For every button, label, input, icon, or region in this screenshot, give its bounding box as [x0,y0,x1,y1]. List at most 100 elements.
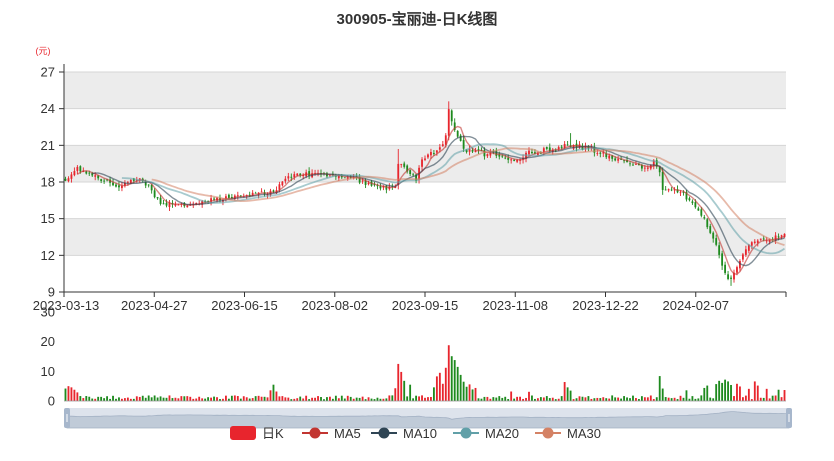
y-axis-unit: (元) [36,46,51,56]
volume-bar [394,388,397,401]
volume-bar [364,399,367,401]
candle [667,188,670,193]
volume-bar [569,390,572,401]
volume-bar [73,389,76,401]
volume-bar [444,367,447,401]
volume-bar [406,396,409,401]
volume-bar [272,384,275,401]
volume-bar [736,383,738,401]
volume-bar [329,396,331,401]
volume-bar [349,396,352,401]
volume-bar [126,397,129,401]
candle [741,252,744,263]
volume-bar [462,381,465,401]
volume-bar [251,398,254,401]
volume-bar [501,397,504,401]
volume-bar [156,397,159,401]
legend-item[interactable]: MA5 [302,426,361,441]
legend-item[interactable]: MA10 [371,426,437,441]
axes: 9 12 15 18 21 24 27 2023-03-13 2023-04-27 2023-06… [33,64,787,409]
volume-bar [733,396,735,401]
candle [578,141,581,149]
chart-legend[interactable]: 日K MA5 MA10 MA20 MA30 [230,426,601,441]
candle [664,186,667,191]
candle [430,148,432,159]
volume-bar [483,396,486,401]
volume-bar [510,391,513,401]
candle [162,199,165,205]
volume-bar [688,398,691,401]
legend-swatch-dot [309,427,321,439]
candle [97,175,100,181]
volume-bar [652,399,655,401]
volume-bar [718,380,721,401]
volume-bar [85,396,88,401]
volume-bar [531,395,533,401]
volume-bar [263,396,266,401]
candle [70,172,73,183]
y-tick-label: 24 [41,101,55,116]
volume-bar [563,382,566,401]
zoom-slider[interactable] [64,408,792,429]
volume-bar [115,398,117,401]
volume-bar [620,398,623,401]
x-tick-label: 2024-02-07 [663,298,730,313]
volume-bar [492,397,495,401]
legend-item[interactable]: 日K [230,426,284,441]
slider-handle-left[interactable] [64,408,70,428]
volume-bar [207,397,210,401]
candle [697,206,700,211]
volume-bar [632,395,634,401]
volume-bar [284,397,287,401]
legend-item[interactable]: MA20 [453,426,519,441]
volume-bar [132,398,135,401]
volume-bar [91,398,94,401]
volume-bar [640,396,643,401]
volume-bar [403,380,406,401]
candle [409,169,412,177]
volume-bar [762,397,765,401]
volume-bar [522,398,524,401]
volume-bar [121,398,123,401]
volume-bar [495,397,498,401]
volume-tick-label: 20 [41,334,55,349]
volume-bar [287,397,290,401]
volume-bar [174,397,177,401]
volume-bar [299,396,302,401]
candle [103,178,106,184]
volume-bar [430,396,432,401]
candle [676,185,679,194]
volume-bar [694,398,697,401]
slider-handle-right[interactable] [786,408,792,428]
candle [287,172,290,182]
volume-bar [177,398,180,401]
volume-bar [700,395,703,401]
volume-bar [189,396,192,401]
candle [427,153,429,159]
candle [121,181,123,192]
volume-bar [296,398,299,401]
x-tick-label: 2023-11-08 [482,298,548,313]
candle [284,176,287,184]
volume-bar [230,395,233,401]
candle [739,259,741,272]
volume-bar [112,395,114,401]
candle [456,130,459,138]
legend-item[interactable]: MA30 [535,426,601,441]
volume-bar [337,398,340,401]
candle [379,183,382,191]
volume-bar [245,397,248,401]
candle [260,188,263,193]
candle [759,238,762,241]
volume-bar [317,396,319,401]
candle [385,184,388,194]
volume-bar [432,387,435,401]
volume-bar [626,397,628,401]
volume-bar [780,397,783,401]
volume-bar [409,384,412,401]
volume-bar [480,398,483,401]
volume-bar [739,386,741,401]
volume-bar [195,398,198,401]
volume-bar [388,395,391,401]
legend-swatch-dot [542,427,554,439]
